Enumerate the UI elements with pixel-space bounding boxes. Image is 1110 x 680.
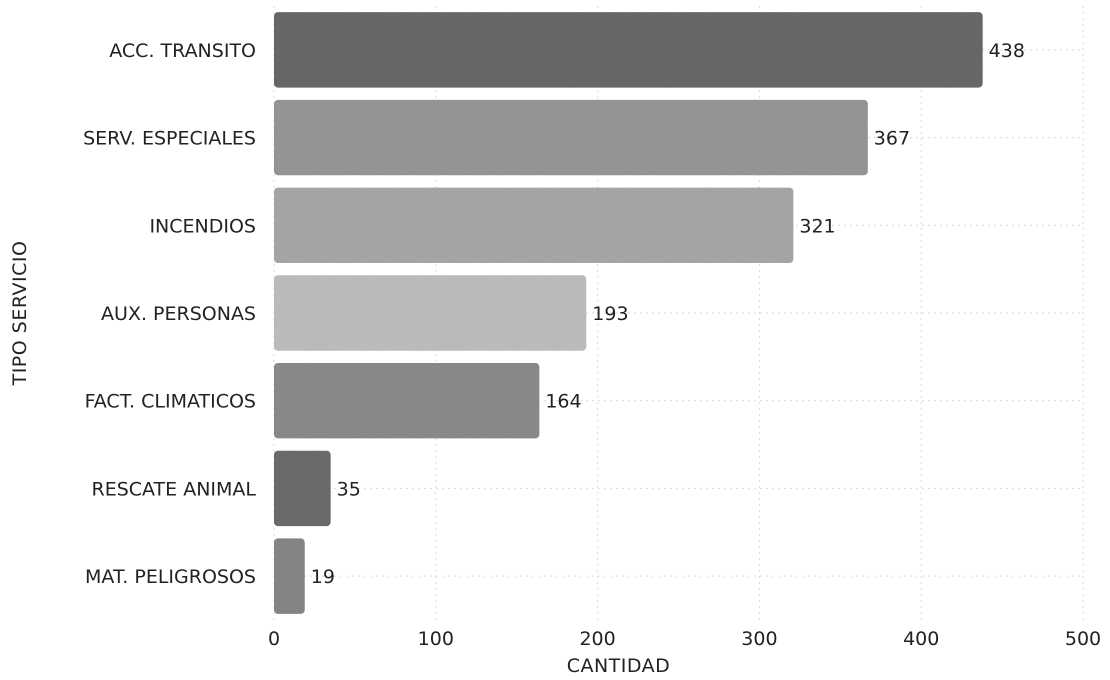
x-tick-label: 400	[903, 628, 939, 650]
x-tick-label: 300	[741, 628, 777, 650]
bar	[274, 99, 868, 176]
category-label: SERV. ESPECIALES	[83, 128, 256, 150]
bar	[274, 275, 587, 351]
bar	[274, 538, 305, 614]
category-label: MAT. PELIGROSOS	[85, 566, 256, 588]
value-label: 193	[592, 303, 628, 325]
value-label: 321	[799, 215, 835, 237]
labels: 0 100 200 300 400 500 ACC. TRANSITO 438 SERV. ES…	[83, 40, 1101, 650]
bars	[274, 12, 983, 614]
x-tick-label: 0	[268, 628, 280, 650]
x-axis-title: CANTIDAD	[567, 655, 671, 677]
category-label: FACT. CLIMATICOS	[85, 391, 256, 413]
bar	[274, 450, 331, 527]
value-label: 438	[989, 40, 1025, 62]
bar	[274, 362, 540, 439]
bar	[274, 12, 983, 88]
bar	[274, 187, 794, 264]
x-tick-label: 200	[579, 628, 615, 650]
category-label: ACC. TRANSITO	[109, 40, 256, 62]
value-label: 367	[874, 128, 910, 150]
value-label: 35	[337, 478, 361, 500]
category-label: INCENDIOS	[149, 215, 256, 237]
y-axis-title: TIPO SERVICIO	[9, 241, 31, 387]
category-label: AUX. PERSONAS	[101, 303, 256, 325]
x-tick-label: 100	[418, 628, 454, 650]
x-tick-label: 500	[1065, 628, 1101, 650]
value-label: 19	[311, 566, 335, 588]
category-label: RESCATE ANIMAL	[92, 478, 257, 500]
value-label: 164	[545, 391, 581, 413]
